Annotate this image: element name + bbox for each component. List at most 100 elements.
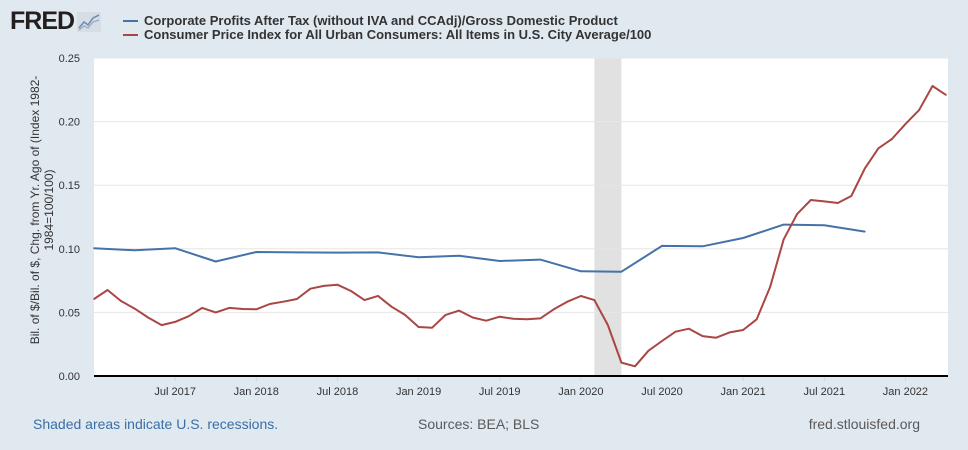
- corporate-profits-point: [377, 251, 379, 254]
- cpi-point: [404, 314, 406, 316]
- cpi-point: [458, 309, 460, 312]
- y-tick-label: 0.25: [59, 53, 80, 65]
- cpi-point: [363, 299, 366, 301]
- x-tick-label: Jul 2019: [479, 386, 521, 398]
- x-tick-label: Jan 2020: [558, 386, 603, 398]
- cpi-point: [106, 289, 109, 291]
- sources-text: Sources: BEA; BLS: [418, 416, 540, 432]
- cpi-point: [133, 307, 136, 310]
- cpi-point: [93, 298, 95, 300]
- cpi-point: [174, 321, 176, 323]
- cpi-point: [755, 318, 758, 321]
- cpi-point: [309, 287, 312, 290]
- cpi-line: [93, 85, 947, 368]
- cpi-point: [661, 340, 663, 342]
- corporate-profits-point: [336, 251, 339, 254]
- cpi-point: [120, 300, 122, 302]
- y-tick-label: 0.10: [59, 244, 80, 256]
- line-chart[interactable]: 0.00 0.05 0.10 0.15 0.20 0.25 Jul 2017 Jan 201…: [0, 0, 968, 410]
- x-tick-label: Jan 2018: [234, 386, 279, 398]
- corporate-profits-point: [782, 223, 785, 226]
- x-tick-label: Jan 2021: [721, 386, 766, 398]
- corporate-profits-line: [93, 223, 866, 273]
- corporate-profits-point: [255, 251, 258, 253]
- cpi-point: [539, 317, 542, 320]
- corporate-profits-point: [864, 230, 866, 233]
- cpi-point: [228, 307, 231, 309]
- cpi-point: [255, 308, 258, 311]
- cpi-point: [918, 109, 920, 111]
- cpi-point: [553, 308, 555, 311]
- cpi-point: [891, 138, 893, 140]
- cpi-point: [417, 326, 420, 328]
- y-tick-label: 0.20: [59, 117, 80, 129]
- corporate-profits-point: [661, 245, 663, 247]
- x-tick-label: Jul 2021: [803, 386, 845, 398]
- corporate-profits-point: [701, 245, 704, 248]
- cpi-point: [525, 318, 528, 321]
- cpi-point: [444, 314, 447, 316]
- cpi-point: [931, 85, 934, 87]
- site-link[interactable]: fred.stlouisfed.org: [808, 416, 920, 432]
- legend-label: Consumer Price Index for All Urban Consu…: [144, 27, 652, 42]
- corporate-profits-point: [458, 254, 460, 257]
- cpi-point: [823, 200, 826, 203]
- cpi-point: [214, 311, 217, 314]
- cpi-point: [296, 298, 298, 300]
- chart-logo-icon: [77, 11, 102, 32]
- corporate-profits-point: [133, 249, 136, 252]
- corporate-profits-point: [174, 247, 176, 249]
- cpi-point: [674, 330, 677, 333]
- cpi-point: [796, 213, 799, 215]
- cpi-point: [241, 308, 244, 310]
- fred-logo[interactable]: FRED: [10, 7, 102, 36]
- x-tick-label: Jan 2022: [883, 386, 928, 398]
- corporate-profits-point: [498, 260, 501, 262]
- x-tick-label: Jan 2019: [396, 386, 441, 398]
- cpi-point: [350, 290, 352, 292]
- x-tick-label: Jul 2020: [641, 386, 683, 398]
- cpi-point: [945, 94, 947, 96]
- cpi-point: [647, 349, 650, 352]
- cpi-point: [336, 283, 339, 286]
- corporate-profits-point: [823, 224, 826, 227]
- corporate-profits-point: [417, 256, 420, 259]
- corporate-profits-point: [742, 237, 744, 239]
- cpi-point: [377, 295, 379, 297]
- legend-swatch-blue: [123, 19, 138, 22]
- cpi-point: [782, 238, 785, 241]
- x-tick-label: Jul 2017: [154, 386, 196, 398]
- corporate-profits-point: [580, 270, 582, 273]
- cpi-point: [837, 202, 839, 204]
- y-tick-label: 0.05: [59, 307, 80, 319]
- corporate-profits-point: [539, 258, 542, 261]
- legend-label: Corporate Profits After Tax (without IVA…: [144, 13, 618, 28]
- plot-area: [94, 58, 948, 376]
- corporate-profits-point: [620, 270, 623, 273]
- corporate-profits-point: [296, 251, 298, 254]
- cpi-point: [147, 316, 149, 319]
- cpi-point: [809, 199, 812, 201]
- cpi-point: [904, 123, 907, 125]
- cpi-point: [566, 300, 569, 303]
- corporate-profits-point: [214, 260, 217, 263]
- cpi-point: [715, 336, 717, 339]
- cpi-point: [688, 327, 690, 330]
- cpi-point: [701, 335, 704, 337]
- cpi-point: [728, 331, 731, 334]
- cpi-point: [471, 316, 474, 319]
- legend-swatch-red: [123, 33, 138, 36]
- legend-item-corporate-profits[interactable]: Corporate Profits After Tax (without IVA…: [123, 13, 618, 28]
- cpi-point: [512, 317, 515, 320]
- cpi-point: [877, 147, 880, 150]
- recession-note: Shaded areas indicate U.S. recessions.: [33, 416, 279, 432]
- cpi-point: [498, 315, 501, 318]
- cpi-point: [160, 324, 163, 326]
- x-tick-label: Jul 2018: [317, 386, 359, 398]
- y-tick-label: 0.15: [59, 180, 80, 192]
- cpi-point: [634, 365, 636, 368]
- cpi-point: [431, 326, 433, 329]
- cpi-point: [201, 307, 203, 309]
- legend-item-cpi[interactable]: Consumer Price Index for All Urban Consu…: [123, 27, 651, 42]
- cpi-point: [580, 295, 582, 297]
